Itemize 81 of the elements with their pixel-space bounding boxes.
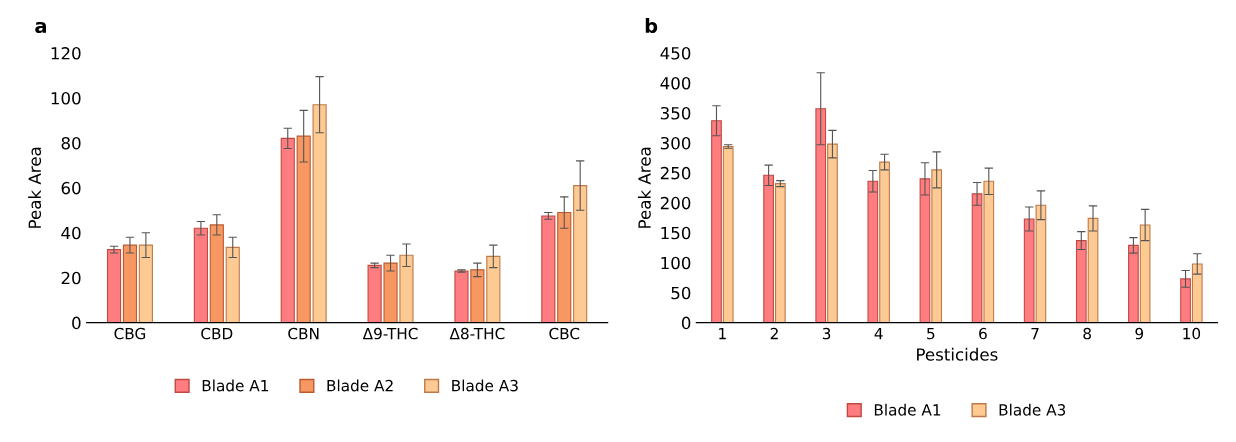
y-tick-label: 50 <box>671 286 691 300</box>
x-tick-label: 9 <box>1135 327 1144 340</box>
bar <box>711 120 722 323</box>
bar <box>1191 263 1203 323</box>
bar <box>867 180 879 323</box>
x-tick-label: CBG <box>114 327 146 340</box>
y-tick-label: 0 <box>681 316 691 330</box>
bar <box>209 224 224 323</box>
x-tick-label: CBN <box>288 327 319 340</box>
x-tick-label: 5 <box>927 327 935 340</box>
x-tick-label: CBC <box>549 327 580 340</box>
x-tick-label: 1 <box>719 327 726 340</box>
bar <box>983 180 995 323</box>
bar <box>1180 278 1191 323</box>
bar <box>399 254 414 323</box>
y-tick-label: 40 <box>61 226 81 240</box>
bar <box>1075 240 1087 323</box>
y-tick-label: 150 <box>661 226 691 240</box>
bar <box>454 270 469 323</box>
bar <box>573 185 588 323</box>
y-tick-label: 450 <box>660 47 691 60</box>
bar <box>971 193 983 323</box>
legend-label: Blade A3 <box>452 379 518 392</box>
x-tick-label: Δ9-THC <box>362 327 418 340</box>
y-tick-label: 0 <box>72 316 81 330</box>
x-tick-label: 6 <box>979 327 987 340</box>
legend-label: Blade A2 <box>327 379 393 392</box>
bar <box>1023 218 1035 323</box>
bar <box>1087 217 1099 323</box>
legend-label: Blade A1 <box>202 379 269 392</box>
bar <box>1035 204 1047 323</box>
bar <box>383 262 398 323</box>
bar <box>312 104 327 323</box>
bar <box>774 183 786 323</box>
bar <box>367 264 382 323</box>
bar <box>541 215 556 323</box>
bar <box>815 108 827 323</box>
bar <box>827 143 838 323</box>
bar <box>193 227 208 323</box>
bar <box>879 161 890 323</box>
bar <box>122 244 138 323</box>
y-tick-label: 120 <box>51 47 81 60</box>
y-tick-label: 200 <box>660 196 691 210</box>
x-tick-label: CBD <box>201 327 233 340</box>
legend-label: Blade A1 <box>874 403 941 416</box>
x-tick-label: 7 <box>1031 327 1039 340</box>
bar <box>296 135 311 323</box>
x-tick-label: 10 <box>1183 327 1201 340</box>
x-axis-title: Pesticides <box>917 347 998 361</box>
bar <box>138 244 153 323</box>
bar <box>931 169 943 323</box>
y-tick-label: 350 <box>660 106 691 120</box>
bar <box>486 255 501 323</box>
bar <box>225 246 240 323</box>
y-tick-label: 60 <box>61 181 81 195</box>
y-tick-label: 400 <box>660 76 691 90</box>
bar <box>919 178 931 323</box>
y-tick-label: 100 <box>661 256 691 270</box>
bar <box>557 212 572 323</box>
x-tick-label: 4 <box>874 327 883 340</box>
y-tick-label: 250 <box>660 166 691 180</box>
x-tick-label: Δ8-THC <box>449 327 505 340</box>
x-tick-label: 2 <box>770 327 778 340</box>
bar <box>1139 224 1151 323</box>
chart-title: b <box>645 18 658 34</box>
chart-title: a <box>35 21 46 34</box>
y-axis-title: Peak Area <box>637 147 651 228</box>
x-tick-label: 8 <box>1083 327 1091 340</box>
y-axis-title: Peak Area <box>28 147 42 228</box>
bar <box>106 249 122 323</box>
bar <box>280 137 295 323</box>
y-tick-label: 20 <box>61 271 81 285</box>
bar <box>470 269 485 323</box>
bar <box>722 145 734 323</box>
y-tick-label: 100 <box>51 91 81 105</box>
legend-label: Blade A3 <box>999 403 1066 416</box>
x-tick-label: 3 <box>822 327 831 340</box>
y-tick-label: 80 <box>61 136 81 150</box>
y-tick-label: 300 <box>660 136 691 150</box>
bar <box>1128 244 1139 323</box>
bar <box>763 174 774 323</box>
